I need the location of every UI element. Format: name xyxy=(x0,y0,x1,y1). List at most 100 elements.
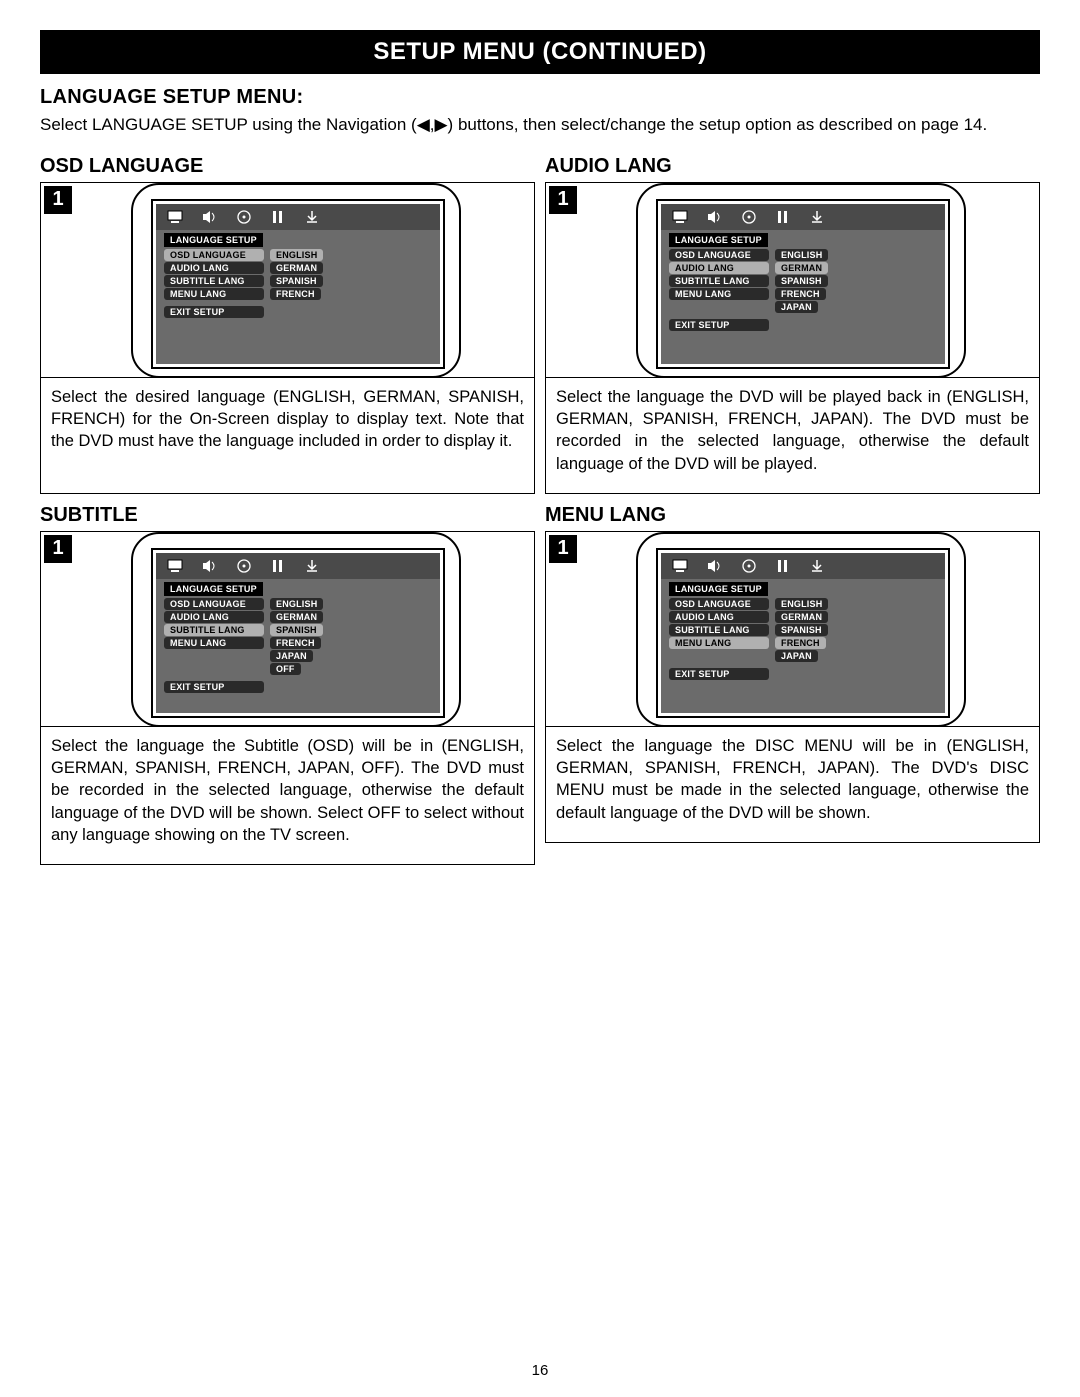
menu-item-label: MENU LANG xyxy=(669,288,769,300)
menu-row-exit: EXIT SETUP xyxy=(669,668,937,680)
menu-row: SUBTITLE LANG SPANISH xyxy=(669,275,937,287)
download-icon xyxy=(807,558,827,574)
menu-item-value: GERMAN xyxy=(775,611,828,623)
monitor-icon xyxy=(166,209,186,225)
menu-item-value: SPANISH xyxy=(775,624,828,636)
tv-outline: LANGUAGE SETUP OSD LANGUAGE ENGLISH AUDI… xyxy=(636,532,966,727)
cell-illustration: 1 LANGUAGE SETUP xyxy=(41,532,534,727)
step-badge: 1 xyxy=(549,186,577,214)
exit-setup-label: EXIT SETUP xyxy=(669,668,769,680)
monitor-icon xyxy=(166,558,186,574)
speaker-icon xyxy=(200,209,220,225)
pause-icon xyxy=(268,558,288,574)
menu-item-label: MENU LANG xyxy=(669,637,769,649)
menu-row-exit: EXIT SETUP xyxy=(164,306,432,318)
tv-screen: LANGUAGE SETUP OSD LANGUAGE ENGLISH AUDI… xyxy=(156,553,440,713)
menu-item-value: ENGLISH xyxy=(270,249,323,261)
cell-title: OSD LANGUAGE xyxy=(40,155,535,178)
tv-screen-frame: LANGUAGE SETUP OSD LANGUAGE ENGLISH AUDI… xyxy=(151,199,445,369)
step-badge: 1 xyxy=(549,535,577,563)
menu-item-value: FRENCH xyxy=(775,637,826,649)
tv-screen-frame: LANGUAGE SETUP OSD LANGUAGE ENGLISH AUDI… xyxy=(656,199,950,369)
speaker-icon xyxy=(200,558,220,574)
osd-iconbar xyxy=(661,204,945,230)
menu-item-value: GERMAN xyxy=(270,262,323,274)
speaker-icon xyxy=(705,209,725,225)
cell-illustration: 1 LANGUAGE SETUP xyxy=(546,183,1039,378)
tv-screen-frame: LANGUAGE SETUP OSD LANGUAGE ENGLISH AUDI… xyxy=(151,548,445,718)
menu-row-extra: JAPAN xyxy=(775,301,937,313)
cell-description: Select the language the DVD will be play… xyxy=(546,378,1039,493)
menu-item-label: MENU LANG xyxy=(164,637,264,649)
monitor-icon xyxy=(671,558,691,574)
exit-setup-label: EXIT SETUP xyxy=(164,306,264,318)
menu-row: SUBTITLE LANG SPANISH xyxy=(669,624,937,636)
menu-item-value: JAPAN xyxy=(775,301,818,313)
monitor-icon xyxy=(671,209,691,225)
menu-item-label: AUDIO LANG xyxy=(669,611,769,623)
menu-row: OSD LANGUAGE ENGLISH xyxy=(669,249,937,261)
menu-item-label: SUBTITLE LANG xyxy=(164,624,264,636)
menu-row: OSD LANGUAGE ENGLISH xyxy=(164,598,432,610)
menu-row: AUDIO LANG GERMAN xyxy=(164,262,432,274)
disc-icon xyxy=(234,558,254,574)
menu-row: AUDIO LANG GERMAN xyxy=(669,611,937,623)
step-badge: 1 xyxy=(44,186,72,214)
menu-item-label: OSD LANGUAGE xyxy=(669,249,769,261)
setup-cell: MENU LANG 1 LANGUAGE SETUP xyxy=(545,504,1040,865)
menu-item-label: AUDIO LANG xyxy=(669,262,769,274)
cell-panel: 1 LANGUAGE SETUP xyxy=(40,531,535,865)
osd-iconbar xyxy=(661,553,945,579)
osd-caption: LANGUAGE SETUP xyxy=(669,582,768,596)
cell-panel: 1 LANGUAGE SETUP xyxy=(545,182,1040,494)
menu-row: SUBTITLE LANG SPANISH xyxy=(164,624,432,636)
disc-icon xyxy=(234,209,254,225)
page-header: SETUP MENU (CONTINUED) xyxy=(40,30,1040,74)
osd-iconbar xyxy=(156,553,440,579)
menu-row: SUBTITLE LANG SPANISH xyxy=(164,275,432,287)
exit-setup-label: EXIT SETUP xyxy=(164,681,264,693)
menu-row: OSD LANGUAGE ENGLISH xyxy=(164,249,432,261)
speaker-icon xyxy=(705,558,725,574)
page-number: 16 xyxy=(0,1362,1080,1379)
tv-screen: LANGUAGE SETUP OSD LANGUAGE ENGLISH AUDI… xyxy=(661,553,945,713)
osd-menu: OSD LANGUAGE ENGLISH AUDIO LANG GERMAN S… xyxy=(156,598,440,698)
menu-row-extra: JAPAN xyxy=(270,650,432,662)
osd-caption: LANGUAGE SETUP xyxy=(669,233,768,247)
tv-screen: LANGUAGE SETUP OSD LANGUAGE ENGLISH AUDI… xyxy=(156,204,440,364)
cell-panel: 1 LANGUAGE SETUP xyxy=(40,182,535,494)
cell-description: Select the desired language (ENGLISH, GE… xyxy=(41,378,534,493)
menu-item-label: SUBTITLE LANG xyxy=(164,275,264,287)
menu-item-label: SUBTITLE LANG xyxy=(669,275,769,287)
tv-outline: LANGUAGE SETUP OSD LANGUAGE ENGLISH AUDI… xyxy=(636,183,966,378)
menu-row: MENU LANG FRENCH xyxy=(164,637,432,649)
tv-outline: LANGUAGE SETUP OSD LANGUAGE ENGLISH AUDI… xyxy=(131,183,461,378)
cell-illustration: 1 LANGUAGE SETUP xyxy=(546,532,1039,727)
cell-title: MENU LANG xyxy=(545,504,1040,527)
section-title: LANGUAGE SETUP MENU: xyxy=(40,86,1040,109)
menu-item-value: SPANISH xyxy=(270,624,323,636)
menu-row: MENU LANG FRENCH xyxy=(669,288,937,300)
menu-row-extra: OFF xyxy=(270,663,432,675)
menu-item-value: ENGLISH xyxy=(775,598,828,610)
menu-item-value: OFF xyxy=(270,663,301,675)
menu-item-value: JAPAN xyxy=(270,650,313,662)
menu-item-value: ENGLISH xyxy=(270,598,323,610)
menu-item-value: JAPAN xyxy=(775,650,818,662)
menu-row: MENU LANG FRENCH xyxy=(164,288,432,300)
menu-item-value: GERMAN xyxy=(270,611,323,623)
menu-item-label: OSD LANGUAGE xyxy=(164,249,264,261)
disc-icon xyxy=(739,558,759,574)
setup-grid: OSD LANGUAGE 1 LANGUAGE SETUP xyxy=(40,155,1040,865)
menu-row-exit: EXIT SETUP xyxy=(669,319,937,331)
download-icon xyxy=(807,209,827,225)
menu-item-value: GERMAN xyxy=(775,262,828,274)
tv-outline: LANGUAGE SETUP OSD LANGUAGE ENGLISH AUDI… xyxy=(131,532,461,727)
osd-caption: LANGUAGE SETUP xyxy=(164,233,263,247)
tv-screen-frame: LANGUAGE SETUP OSD LANGUAGE ENGLISH AUDI… xyxy=(656,548,950,718)
menu-row: AUDIO LANG GERMAN xyxy=(669,262,937,274)
disc-icon xyxy=(739,209,759,225)
setup-cell: SUBTITLE 1 LANGUAGE SETUP xyxy=(40,504,535,865)
download-icon xyxy=(302,209,322,225)
pause-icon xyxy=(773,558,793,574)
